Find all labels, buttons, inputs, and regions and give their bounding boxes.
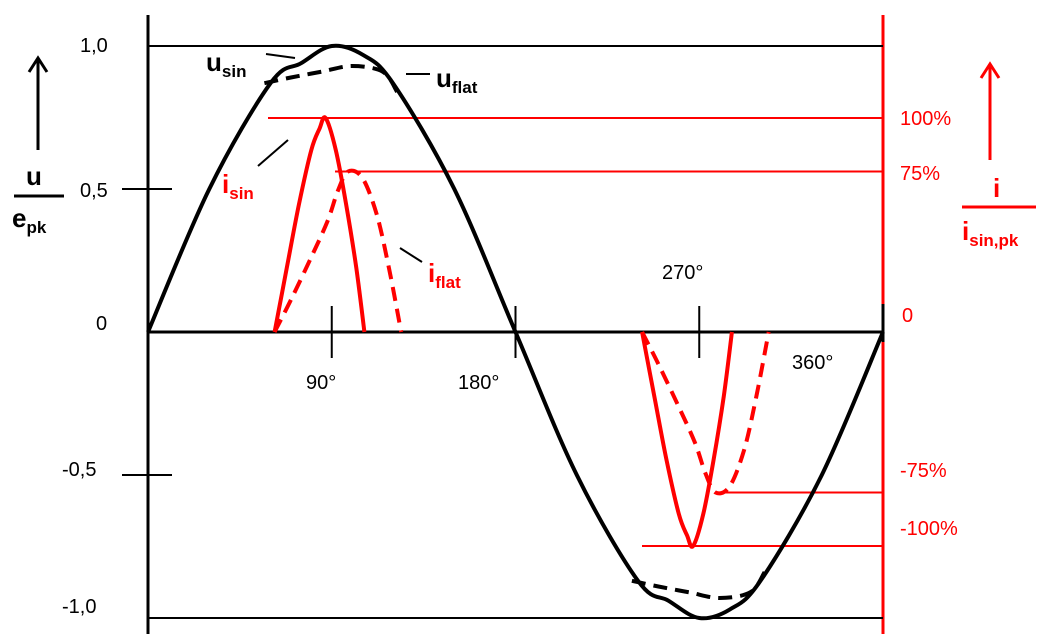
left-axis-label-numerator: u: [26, 161, 42, 191]
x-tick-label-360: 360°: [792, 352, 833, 374]
x-tick-label-270: 270°: [662, 262, 703, 284]
u-sin-label: usin: [206, 47, 246, 81]
left-tick-label-0: 0: [96, 313, 107, 335]
left-tick-label-0.5: 0,5: [80, 180, 108, 202]
right-axis-arrow-icon: [979, 61, 1001, 160]
i-flat-leader: [399, 247, 423, 263]
right-tick-label--100: -100%: [900, 518, 958, 540]
right-tick-label-100: 100%: [900, 108, 951, 130]
right-tick-label-0: 0: [902, 305, 913, 327]
left-tick-label--0.5: -0,5: [62, 459, 96, 481]
right-axis-label-numerator: i: [993, 173, 1000, 203]
right-tick-label-75: 75%: [900, 163, 940, 185]
left-axis-label-denominator: epk: [12, 203, 47, 237]
x-tick-label-90: 90°: [306, 372, 336, 394]
left-axis-arrow-icon: [27, 55, 49, 150]
x-tick-label-180: 180°: [458, 372, 499, 394]
u-sin-leader: [265, 53, 296, 59]
i-flat-label: iflat: [428, 258, 461, 292]
series-u-sin: [146, 43, 885, 621]
i-sin-leader: [257, 139, 289, 167]
left-tick-label--1: -1,0: [62, 596, 96, 618]
series-i-sin: [272, 115, 367, 333]
left-tick-label-1: 1,0: [80, 35, 108, 57]
i-sin-label: isin: [222, 169, 254, 203]
right-tick-label--75: -75%: [900, 460, 947, 482]
series-i-sin-neg: [640, 331, 734, 549]
series-u-flat-neg: [631, 571, 767, 600]
series-u-flat: [263, 64, 399, 93]
right-axis-label-denominator: isin,pk: [962, 216, 1019, 250]
series-i-flat-neg: [640, 331, 771, 496]
u-flat-label: uflat: [436, 63, 478, 97]
series-i-flat: [272, 168, 404, 333]
